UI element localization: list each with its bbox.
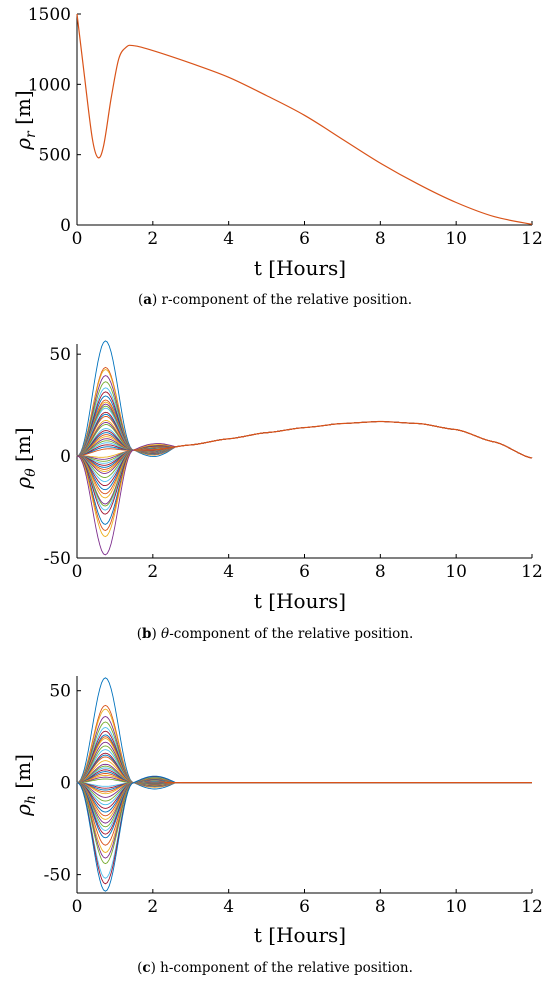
- series-line: [76, 777, 532, 859]
- chart-panel-c: 0 2 4 6 8 10 12 -50 0 50 t [Hours] ρh [m] (c) h-c…: [0, 660, 550, 985]
- y-tick-label: 0: [60, 447, 71, 467]
- series-line: [76, 778, 532, 839]
- x-axis-label: t [Hours]: [254, 923, 346, 947]
- series-line: [76, 420, 533, 468]
- series-line: [76, 420, 533, 495]
- y-tick-label: 50: [49, 682, 71, 702]
- x-tick-label: 6: [299, 562, 310, 582]
- x-tick-label: 10: [445, 897, 467, 917]
- caption-a: (a) r-component of the relative position…: [137, 292, 413, 308]
- y-axis-label: ρh [m]: [11, 754, 39, 817]
- ticks-a: 0 2 4 6 8 10 12 0 500 1000 1500: [28, 5, 543, 249]
- series-line: [76, 677, 532, 790]
- series-line: [76, 776, 532, 879]
- series-a: [76, 13, 533, 225]
- plot-frame: [76, 14, 532, 226]
- x-tick-label: 0: [72, 562, 83, 582]
- chart-panel-a: 0 2 4 6 8 10 12 0 500 1000 1500 t [Hours] ρr [m] (…: [0, 0, 550, 320]
- x-tick-label: 8: [375, 897, 386, 917]
- x-tick-label: 2: [147, 229, 158, 249]
- y-tick-label: 1500: [28, 5, 71, 25]
- series-line: [76, 721, 532, 787]
- series-line: [76, 420, 533, 505]
- series-line: [76, 420, 533, 507]
- series-line: [76, 368, 533, 459]
- series-line: [76, 776, 532, 885]
- series-b: [76, 340, 533, 556]
- x-tick-label: 6: [299, 897, 310, 917]
- x-tick-label: 12: [521, 897, 543, 917]
- x-tick-label: 12: [521, 562, 543, 582]
- x-tick-label: 8: [375, 229, 386, 249]
- x-tick-label: 4: [223, 897, 234, 917]
- x-tick-label: 12: [521, 229, 543, 249]
- x-tick-label: 2: [147, 562, 158, 582]
- caption-b: (b) θ-component of the relative position…: [136, 626, 414, 642]
- x-tick-label: 4: [223, 229, 234, 249]
- y-tick-label: 500: [39, 146, 71, 166]
- x-tick-label: 0: [72, 897, 83, 917]
- y-tick-label: -50: [44, 866, 71, 886]
- series-line: [76, 420, 533, 525]
- series-line: [76, 420, 533, 511]
- series-line: [76, 420, 533, 515]
- series-line: [76, 716, 532, 788]
- x-tick-label: 10: [445, 562, 467, 582]
- series-line: [76, 420, 533, 531]
- x-axis-label: t [Hours]: [254, 256, 346, 280]
- x-tick-label: 2: [147, 897, 158, 917]
- caption-b-text: -component of the relative position.: [169, 626, 414, 642]
- series-line: [76, 708, 532, 788]
- series-line: [76, 704, 532, 788]
- x-tick-label: 8: [375, 562, 386, 582]
- series-line: [76, 366, 533, 459]
- x-tick-label: 10: [445, 229, 467, 249]
- y-tick-label: 1000: [28, 75, 71, 95]
- series-line: [76, 778, 532, 846]
- x-tick-label: 6: [299, 229, 310, 249]
- x-tick-label: 0: [72, 229, 83, 249]
- series-line: [76, 775, 532, 892]
- series-line: [76, 727, 532, 787]
- chart-a: 0 2 4 6 8 10 12 0 500 1000 1500 t [Hours] ρr [m]: [11, 5, 543, 280]
- y-axis-label: ρr [m]: [11, 90, 39, 150]
- series-line: [76, 13, 533, 225]
- y-axis-label: ρθ [m]: [11, 427, 39, 489]
- chart-panel-b: 0 2 4 6 8 10 12 -50 0 50 t [Hours] ρθ [m] (b) θ-c…: [0, 330, 550, 650]
- series-line: [133, 420, 533, 459]
- y-tick-label: 50: [49, 345, 71, 365]
- x-axis-label: t [Hours]: [254, 589, 346, 613]
- series-line: [76, 420, 533, 556]
- series-line: [76, 420, 533, 499]
- caption-c: (c) h-component of the relative position…: [137, 960, 413, 976]
- series-line: [76, 420, 533, 538]
- series-line: [76, 778, 532, 853]
- y-tick-label: 0: [60, 216, 71, 236]
- series-c: [76, 677, 532, 892]
- series-line: [76, 340, 533, 459]
- y-tick-label: -50: [44, 549, 71, 569]
- series-line: [76, 777, 532, 865]
- y-tick-label: 0: [60, 774, 71, 794]
- x-tick-label: 4: [223, 562, 234, 582]
